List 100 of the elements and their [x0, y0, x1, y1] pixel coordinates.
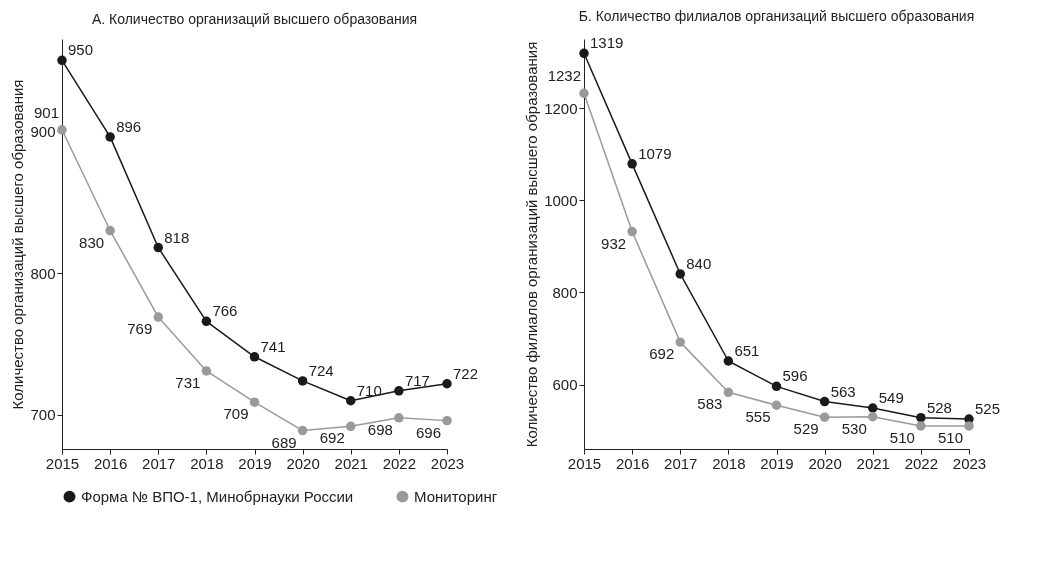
data-label: 766 — [212, 302, 238, 320]
y-tick-label: 700 — [30, 406, 56, 424]
y-axis-title: Количество филиалов организаций высшего образования — [523, 41, 541, 448]
legend-label: Мониторинг — [414, 487, 498, 505]
point — [868, 412, 878, 422]
x-tick-label: 2015 — [45, 454, 80, 472]
point — [105, 225, 115, 236]
data-label: 731 — [175, 373, 201, 391]
point — [579, 88, 589, 99]
data-label: 528 — [926, 398, 952, 416]
data-label: 818 — [164, 228, 190, 246]
point — [201, 316, 212, 327]
data-label: 596 — [782, 367, 808, 385]
point — [153, 242, 163, 253]
data-label: 724 — [308, 361, 334, 379]
data-label: 1232 — [547, 67, 581, 85]
point — [201, 366, 212, 376]
data-label: 710 — [356, 381, 382, 399]
data-label: 840 — [686, 254, 712, 272]
x-tick-label: 2020 — [808, 454, 842, 472]
x-tick-label: 2018 — [190, 454, 224, 472]
x-tick-label: 2023 — [952, 454, 987, 472]
x-tick-label: 2019 — [760, 454, 794, 472]
point — [771, 400, 782, 410]
data-label: 741 — [260, 337, 286, 355]
data-label: 692 — [649, 345, 675, 363]
data-label: 1079 — [638, 144, 672, 162]
point — [57, 125, 67, 135]
y-tick-label: 800 — [30, 264, 56, 282]
x-tick-label: 2023 — [430, 454, 465, 472]
data-label: 583 — [697, 395, 723, 413]
data-label: 692 — [319, 429, 345, 447]
y-tick-label: 900 — [30, 122, 56, 140]
data-label: 529 — [793, 420, 819, 438]
data-label: 525 — [975, 400, 1001, 418]
data-label: 696 — [415, 423, 441, 441]
x-tick-label: 2019 — [238, 454, 272, 472]
point — [579, 48, 589, 59]
x-tick-label: 2016 — [93, 454, 128, 472]
data-label: 510 — [937, 428, 963, 446]
data-label: 896 — [116, 117, 142, 135]
point — [105, 132, 115, 142]
data-label: 901 — [33, 103, 59, 121]
point — [249, 352, 260, 362]
x-tick-label: 2021 — [334, 454, 368, 472]
point — [868, 403, 878, 413]
data-label: 689 — [271, 433, 297, 451]
x-tick-label: 2017 — [142, 454, 176, 472]
data-label: 549 — [878, 389, 904, 406]
data-label: 950 — [68, 41, 94, 59]
x-tick-label: 2022 — [904, 454, 939, 472]
point — [297, 425, 308, 436]
data-label: 651 — [734, 342, 760, 360]
point — [675, 337, 685, 347]
y-axis-title: Количество организаций высшего образования — [9, 79, 27, 410]
point — [57, 55, 67, 66]
y-tick-label: 1000 — [544, 191, 578, 209]
point — [771, 381, 782, 392]
y-tick-label: 600 — [552, 376, 578, 394]
data-label: 698 — [367, 420, 393, 438]
point — [297, 376, 308, 386]
point — [916, 421, 926, 431]
data-label: 769 — [127, 320, 153, 338]
point — [916, 412, 926, 423]
point — [964, 421, 974, 431]
data-label: 830 — [79, 233, 105, 251]
x-tick-label: 2018 — [712, 454, 746, 472]
chart-title: А. Количество организаций высшего образования — [91, 11, 418, 27]
chart-title: Б. Количество филиалов организаций высшего образования — [578, 8, 975, 25]
data-label: 1319 — [590, 34, 624, 52]
point — [819, 396, 830, 407]
point — [627, 226, 637, 237]
data-label: 932 — [601, 234, 627, 252]
data-label: 510 — [889, 428, 915, 446]
x-tick-label: 2021 — [856, 454, 890, 472]
x-tick-label: 2015 — [567, 454, 602, 472]
data-label: 717 — [404, 371, 430, 389]
data-label: 563 — [830, 382, 856, 400]
data-label: 722 — [453, 364, 479, 382]
y-tick-label: 1200 — [544, 99, 578, 117]
x-tick-label: 2016 — [615, 454, 650, 472]
data-label: 530 — [841, 419, 867, 437]
point — [394, 386, 404, 396]
point — [627, 159, 637, 169]
data-label: 555 — [745, 408, 771, 426]
point — [819, 412, 830, 422]
point — [153, 312, 163, 322]
point — [675, 269, 685, 279]
point — [346, 396, 356, 406]
point — [346, 421, 356, 432]
point — [249, 397, 260, 407]
data-label: 709 — [223, 405, 249, 423]
point — [723, 356, 734, 366]
x-tick-label: 2017 — [664, 454, 698, 472]
x-tick-label: 2020 — [286, 454, 320, 472]
point — [394, 413, 404, 423]
y-tick-label: 800 — [552, 283, 578, 301]
legend-label: Форма № ВПО-1, Минобрнауки России — [81, 487, 354, 505]
point — [442, 379, 452, 389]
point — [442, 415, 452, 426]
